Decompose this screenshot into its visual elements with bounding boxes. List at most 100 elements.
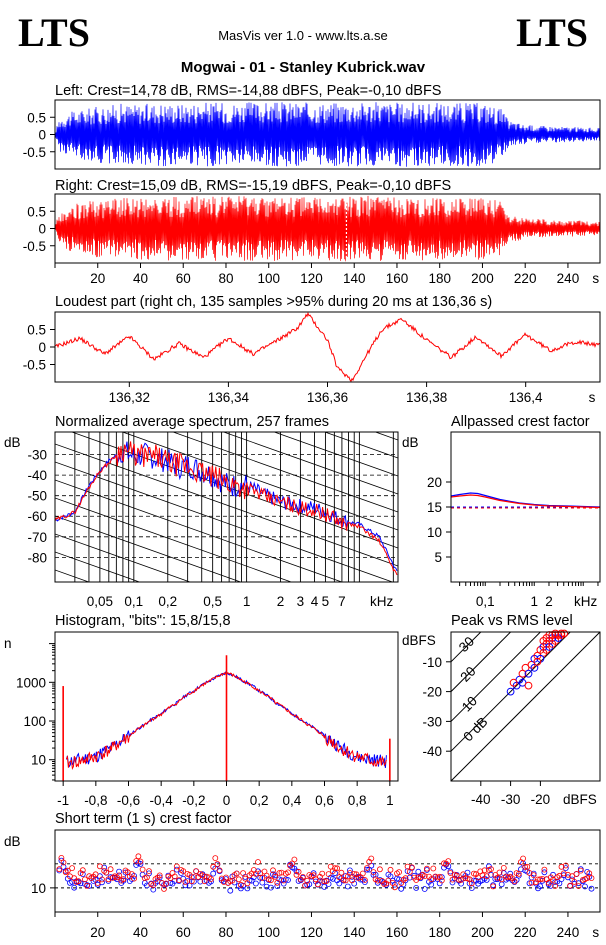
x-tick-label: 160	[386, 271, 409, 286]
crest-line	[451, 632, 600, 781]
right-waveform-plot: 0.5 0 -0.5 20 40 60 80 100 120 140 160 180 200 220 240…	[23, 193, 601, 286]
crest-point-left	[244, 885, 251, 892]
crest-point-right	[69, 865, 75, 871]
crest-point-right	[280, 877, 287, 884]
x-tick-label: 0,2	[250, 793, 269, 808]
crest-point-right	[361, 877, 368, 883]
x-tick-label: -1	[57, 793, 69, 808]
crest-point-left	[413, 885, 420, 891]
crest-point-right	[577, 867, 584, 874]
crest-point-right	[235, 876, 242, 883]
crest-point-right	[545, 879, 552, 886]
crest-point-right	[346, 870, 353, 876]
crest-point-right	[370, 869, 377, 875]
slope-line	[273, 432, 398, 477]
crest-point-left	[498, 881, 505, 888]
y-tick-label: 0.5	[27, 204, 46, 219]
crest-point-right	[530, 872, 537, 878]
y-tick-label: 100	[23, 714, 46, 729]
crest-point-right	[359, 870, 366, 877]
crest-point-right	[103, 869, 110, 876]
crest-point-left	[447, 868, 454, 875]
crest-point-left	[438, 874, 445, 880]
crest-point-right	[573, 871, 580, 877]
crest-point-right	[402, 875, 409, 882]
crest-point-right	[312, 876, 319, 883]
y-tick-label: -50	[27, 489, 47, 504]
crest-line-label: 30	[456, 634, 477, 655]
crest-point-right	[368, 855, 375, 862]
x-tick-label: -40	[471, 792, 491, 807]
crest-point-left	[274, 883, 281, 889]
crest-point-right	[240, 870, 247, 876]
crest-trace-right	[450, 494, 601, 509]
left-waveform-plot: 0.5 0 -0.5	[23, 99, 601, 170]
x-tick-label: 136,36	[307, 390, 348, 405]
crest-point-right	[374, 877, 381, 884]
crest-point-right	[438, 877, 445, 884]
x-tick-label: 0,2	[158, 594, 177, 609]
slope-line	[55, 443, 398, 567]
x-tick-label: -30	[501, 792, 521, 807]
crest-point-right	[220, 879, 227, 885]
x-tick-label: 40	[133, 925, 148, 940]
y-tick-label: 0	[38, 222, 46, 237]
crest-point-right	[237, 881, 244, 888]
crest-point-right	[340, 876, 347, 883]
crest-point-right	[396, 869, 403, 875]
crest-point-right	[208, 876, 214, 882]
slope-line	[55, 479, 343, 582]
crest-point-right	[163, 880, 170, 887]
crest-point-left	[344, 883, 351, 890]
x-tick-label: -20	[531, 792, 551, 807]
crest-point-right	[131, 875, 138, 882]
peak-rms-point	[560, 629, 569, 638]
crest-point-right	[267, 877, 274, 884]
y-tick-label: -30	[422, 714, 442, 729]
x-tick-label: 0,8	[348, 793, 367, 808]
crest-point-left	[137, 861, 144, 867]
crest-point-right	[586, 870, 593, 877]
crest-point-right	[272, 873, 279, 880]
crest-point-right	[314, 881, 321, 888]
plot-frame	[54, 431, 399, 583]
x-tick-label: 120	[300, 925, 323, 940]
crest-point-right	[364, 865, 370, 871]
x-tick-label: 0,1	[124, 594, 143, 609]
loudest-part-plot: 0.5 0 -0.5 136,32 136,34 136,36 136,38 136,4 s	[23, 311, 601, 405]
crest-point-left	[71, 884, 78, 891]
crest-point-right	[381, 881, 388, 887]
crest-point-right	[511, 878, 518, 885]
crest-point-left	[272, 872, 279, 879]
crest-point-left	[227, 887, 234, 894]
crest-line	[451, 632, 512, 692]
crest-point-left	[346, 867, 353, 874]
crest-point-right	[180, 868, 187, 874]
crest-point-right	[276, 870, 283, 876]
crest-point-right	[216, 867, 223, 874]
x-tick-label: 1	[243, 594, 251, 609]
x-tick-label: 240	[557, 925, 580, 940]
x-tick-label: 5	[322, 594, 330, 609]
crest-point-right	[490, 883, 497, 890]
crest-point-left	[120, 877, 127, 884]
slope-line	[55, 533, 192, 582]
crest-point-right	[182, 879, 189, 885]
x-tick-label: 0,05	[87, 594, 113, 609]
histogram-title: Histogram, "bits": 15,8/15,8	[55, 613, 231, 629]
avg-spectrum-ylabel: dB	[4, 435, 21, 450]
x-tick-label: 140	[343, 925, 366, 940]
peak-rms-point	[524, 681, 533, 690]
crest-point-right	[139, 866, 146, 873]
crest-point-right	[349, 877, 356, 884]
crest-point-right	[550, 876, 556, 883]
x-tick-label: 80	[218, 271, 233, 286]
crest-point-right	[468, 880, 475, 887]
slope-line	[323, 432, 398, 459]
crest-point-right	[479, 872, 486, 879]
x-tick-label: 2	[545, 594, 553, 609]
crest-point-right	[92, 871, 99, 878]
peak-rms-point	[530, 663, 539, 672]
left-waveform-title: Left: Crest=14,78 dB, RMS=-14,88 dBFS, P…	[55, 83, 441, 99]
crest-point-right	[135, 853, 142, 860]
